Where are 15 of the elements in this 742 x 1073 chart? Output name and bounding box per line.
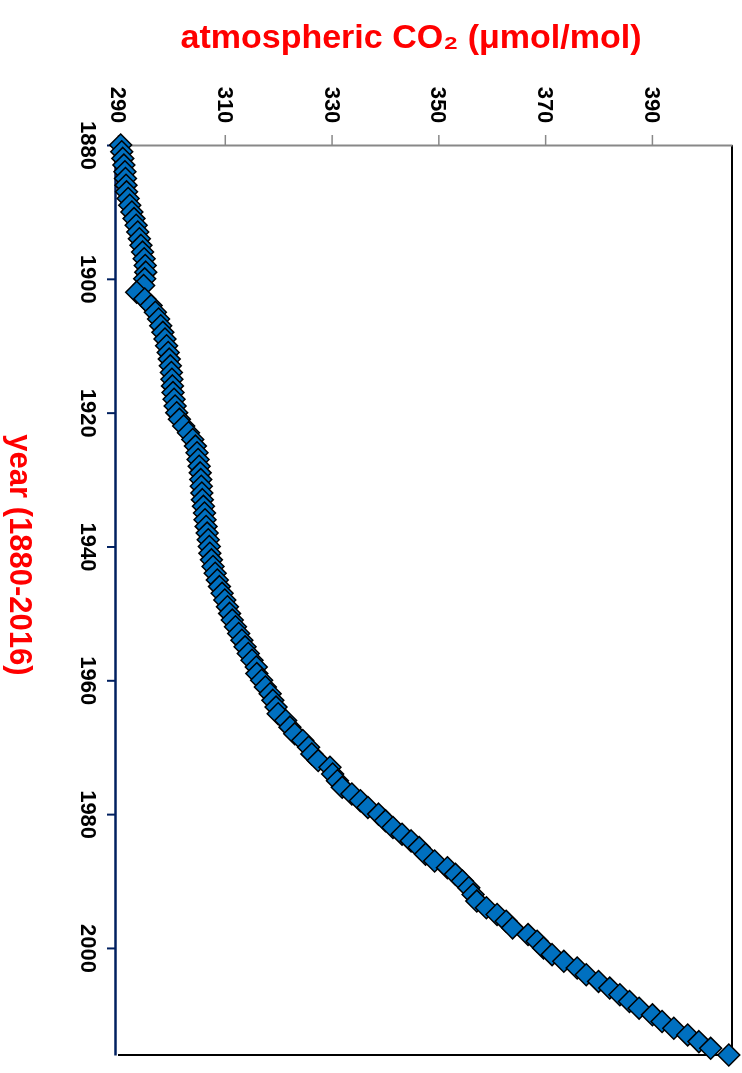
x-tick-label: 310: [212, 86, 238, 124]
x-axis-title: atmospheric CO₂ (μmol/mol): [180, 17, 642, 55]
x-tick-label: 390: [639, 86, 665, 124]
x-tick-label: 350: [426, 86, 452, 124]
x-tick-label: 290: [106, 86, 131, 124]
y-tick-label: 1880: [75, 121, 101, 170]
y-tick-label: 1980: [75, 790, 101, 840]
x-tick-label: 330: [319, 86, 345, 124]
y-tick-label: 1900: [75, 254, 101, 304]
y-tick-label: 1940: [75, 522, 101, 572]
x-tick-label: 370: [533, 86, 559, 124]
y-tick-label: 1960: [75, 656, 101, 706]
y-tick-label: 1920: [75, 388, 101, 438]
y-axis-title: year (1880-2016): [3, 434, 38, 676]
y-tick-label: 2000: [75, 923, 101, 973]
